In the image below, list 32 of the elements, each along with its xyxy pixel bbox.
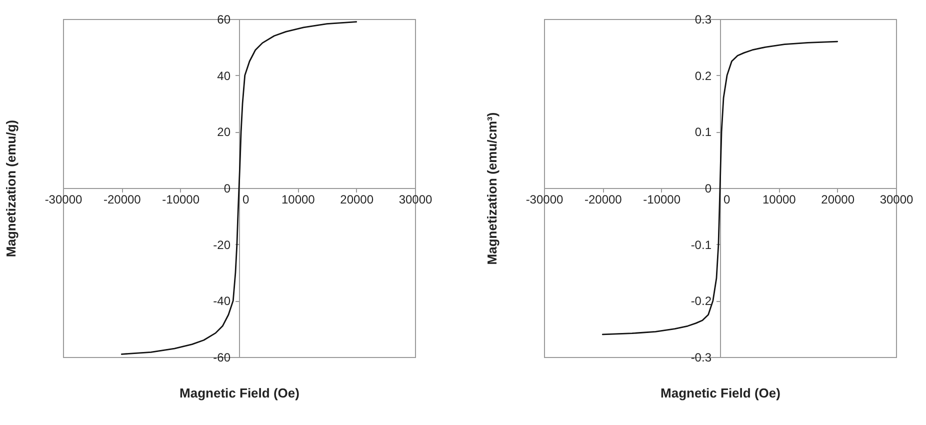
y-tick-label: -0.3	[690, 350, 712, 364]
x-tick-label: 20000	[340, 192, 374, 206]
x-tick-label: 30000	[398, 192, 433, 206]
x-tick-label: 0	[724, 192, 730, 206]
y-axis-title: Magnetization (emu/cm³)	[484, 112, 500, 265]
y-tick-label: -40	[213, 294, 231, 308]
y-tick-label: 0.3	[694, 12, 712, 26]
y-tick-label: 0.2	[694, 68, 712, 83]
x-tick-label: -30000	[44, 192, 83, 206]
x-axis-title: Magnetic Field (Oe)	[180, 386, 300, 400]
x-tick-label: -10000	[162, 192, 200, 206]
y-tick-label: 0.1	[694, 125, 712, 140]
y-tick-label: -60	[213, 350, 231, 364]
y-tick-label: 40	[217, 68, 231, 83]
x-tick-label: 0	[242, 192, 250, 206]
x-tick-label: 20000	[821, 192, 855, 206]
y-tick-label: 0	[224, 182, 231, 196]
y-tick-label: 20	[217, 125, 231, 140]
y-tick-label: 60	[217, 12, 231, 26]
y-tick-label: -20	[213, 238, 231, 252]
y-tick-label: -0.2	[690, 294, 712, 308]
y-tick-label: 0	[704, 182, 712, 196]
x-tick-label: 30000	[880, 192, 914, 206]
y-tick-label: -0.1	[690, 238, 712, 252]
y-axis-title: Magnetization (emu/g)	[4, 120, 18, 258]
x-tick-label: -20000	[584, 192, 622, 206]
x-tick-label: -20000	[103, 192, 142, 206]
x-tick-label: 10000	[281, 192, 316, 206]
x-tick-label: -10000	[643, 192, 681, 206]
x-axis-title: Magnetic Field (Oe)	[660, 386, 780, 400]
x-tick-label: 10000	[762, 192, 796, 206]
x-tick-label: -30000	[526, 192, 564, 206]
